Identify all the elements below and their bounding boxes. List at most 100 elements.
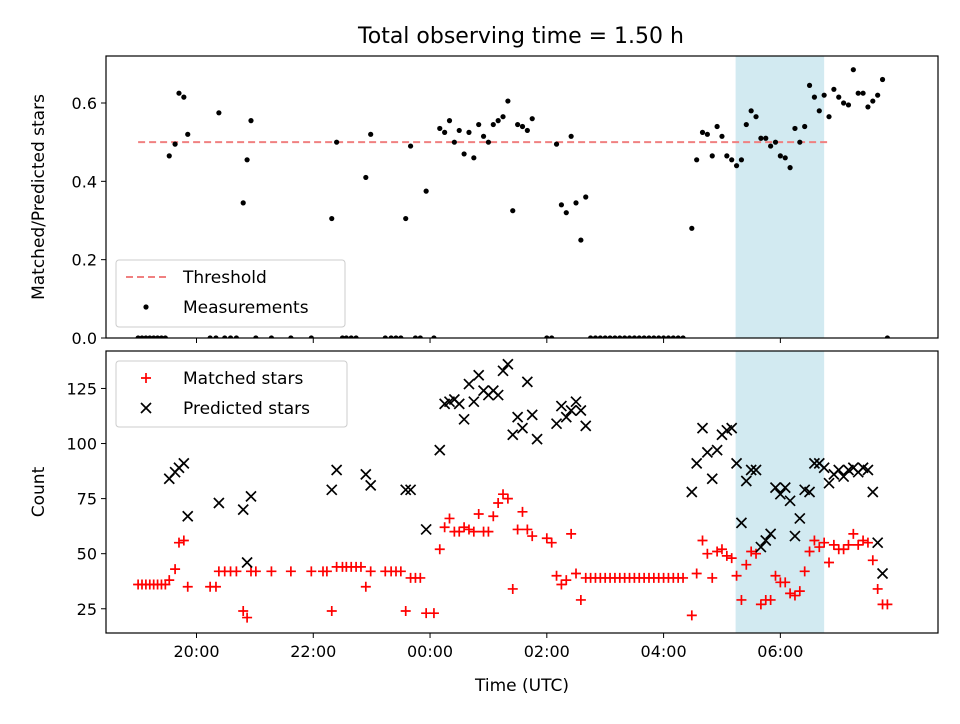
measurement-point [622,335,628,338]
matched-stars-point [463,524,474,535]
legend-matched-swatch [141,373,151,383]
matched-stars-point [741,559,752,570]
matched-stars-point [365,566,376,577]
measurement-point [466,129,472,135]
measurement-point [607,335,613,338]
measurement-point [353,335,359,338]
matched-stars-point [493,498,504,509]
measurement-point [151,335,157,338]
matched-stars-point [809,535,820,546]
predicted-stars-point [686,486,698,498]
measurement-point [860,90,866,96]
predicted-stars-point [794,512,806,525]
measurement-point [162,335,168,338]
matched-stars-point [736,594,747,605]
axes-frame [105,55,939,339]
measurement-point [363,174,369,181]
predicted-stars-point [400,484,412,496]
predicted-stars-point [726,422,738,434]
matched-stars-point [551,570,562,581]
measurement-point [879,76,886,83]
predicted-stars-point [458,413,470,425]
measurement-point [631,335,637,338]
series-x [163,358,889,580]
predicted-stars-point [492,389,504,401]
measurement-point [583,194,589,200]
measurement-point [865,104,871,110]
measurement-point [602,335,608,338]
measurement-point [139,335,145,338]
matched-stars-point [459,522,470,533]
predicted-stars-point [769,481,782,494]
measurement-point [446,118,453,124]
series-dot [135,67,890,338]
matched-stars-point [250,566,261,577]
matched-stars-point [882,599,893,610]
matched-stars-point [726,553,737,564]
measurement-point [870,98,876,104]
predicted-stars-point [463,378,475,390]
measurement-point [495,118,501,124]
measurement-point [308,335,314,338]
top-panel: 0.0 0.2 0.4 0.6 Matched/Predicted stars Thres… [29,55,939,348]
predicted-stars-point [434,444,446,456]
measurement-point [821,92,827,98]
matched-stars-point [428,608,439,619]
matched-stars-point [697,535,708,546]
predicted-stars-point [570,396,582,408]
measurement-point [515,121,521,128]
measurement-point [578,237,584,243]
legend-box [115,259,346,328]
matched-stars-point [170,564,181,575]
measurement-point [816,108,822,114]
predicted-stars-point [512,411,524,423]
predicted-stars-point [765,528,777,540]
measurement-point [529,116,535,122]
matched-stars-point [707,572,718,583]
matched-stars-point [326,605,337,616]
predicted-stars-point [760,534,772,547]
measurement-point [176,90,182,96]
matched-stars-point [488,511,499,522]
y-tick-label: 50 [77,545,97,564]
matched-stars-point [512,524,523,535]
measurement-point [524,127,530,134]
measurement-point [777,153,783,159]
predicted-stars-point [779,481,791,494]
matched-stars-point [571,568,582,579]
matched-stars-point [210,581,221,592]
matched-stars-point [439,522,450,533]
matched-stars-point [843,539,854,550]
legend-label: Predicted stars [183,399,310,419]
matched-stars-point [360,581,371,592]
measurement-point [772,139,779,145]
measurement-point [500,114,506,120]
y-tick-label: 125 [66,379,97,398]
measurement-point [592,335,599,338]
matched-stars-point [444,513,455,524]
predicted-stars-point [365,479,377,491]
predicted-stars-point [730,457,743,469]
matched-stars-point [872,583,883,594]
predicted-stars-point [789,530,801,542]
predicted-stars-point [516,422,529,434]
predicted-stars-point [706,473,718,485]
predicted-stars-point [245,490,257,503]
measurement-point [423,188,429,194]
legend: Threshold Measurements [115,259,346,328]
matched-stars-point [468,526,479,537]
measurement-point [166,153,172,159]
measurement-point [646,335,652,338]
measurement-point [787,165,793,171]
y-tick-label: 75 [77,490,97,509]
legend-label: Matched stars [183,369,303,389]
measurement-point [651,335,657,338]
measurement-point [855,90,861,96]
measurement-point [476,121,482,128]
legend-measurement-swatch [143,304,149,310]
measurement-point [461,151,467,157]
matched-stars-point [862,537,873,548]
y-tick-label: 0.6 [72,94,97,113]
measurement-point [748,108,754,114]
